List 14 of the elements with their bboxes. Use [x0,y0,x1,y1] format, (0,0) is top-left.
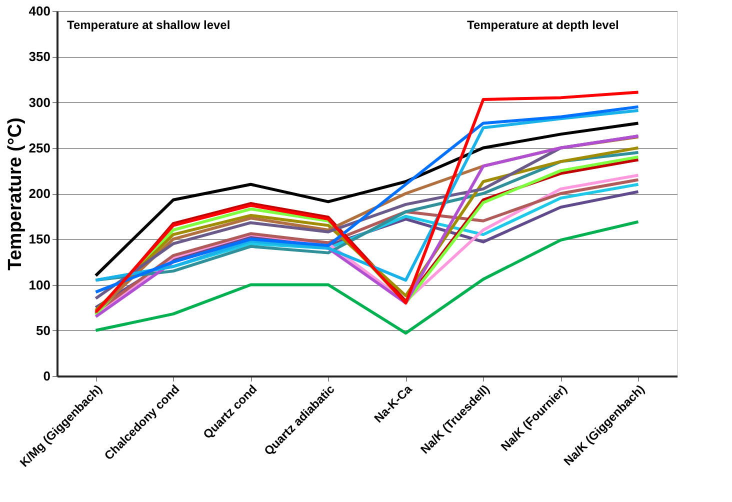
y-tick-label: 100 [28,277,50,292]
line-series [94,90,640,314]
line-series [94,220,640,335]
y-tick-label: 350 [28,49,50,64]
y-axis-title: Temperature (°C) [4,118,26,270]
y-tick-label: 250 [28,140,50,156]
y-tick-label: 0 [43,368,50,384]
y-tick-label: 200 [28,186,50,201]
y-tick-label: 150 [28,232,50,247]
annotation: Temperature at shallow level [67,18,230,32]
y-tick-label: 400 [28,4,50,18]
annotation: Temperature at depth level [467,18,619,32]
y-tick-label: 300 [28,94,50,110]
y-tick-label: 50 [36,322,50,338]
